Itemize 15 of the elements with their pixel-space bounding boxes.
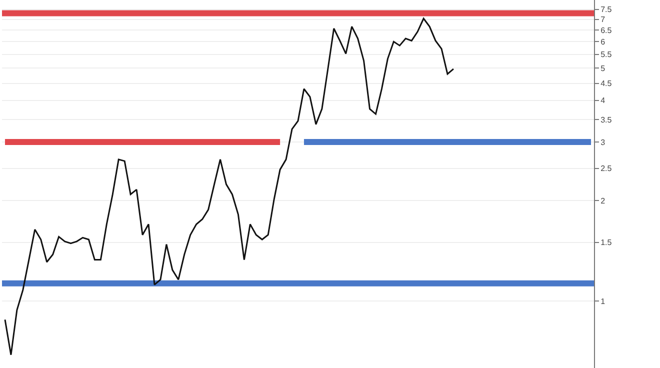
y-tick-label: 4.5	[600, 79, 612, 88]
y-tick-label: 3	[600, 138, 606, 147]
y-tick-label: 6.5	[600, 26, 612, 35]
y-tick-label: 2	[600, 196, 606, 206]
y-tick-label: 5.5	[600, 50, 612, 60]
y-tick-label: 4	[600, 96, 606, 106]
y-tick-label: 7	[600, 15, 606, 24]
line-series	[4, 18, 454, 356]
y-tick-label: 6	[600, 37, 606, 46]
y-tick-label: 5	[600, 64, 606, 73]
y-tick-label: 3.5	[600, 116, 612, 124]
y-tick-label: 1.5	[600, 238, 612, 248]
y-tick-label: 7.5	[600, 5, 612, 14]
y-tick-label: 2.5	[600, 164, 612, 174]
y-tick-label: 1	[600, 296, 606, 306]
